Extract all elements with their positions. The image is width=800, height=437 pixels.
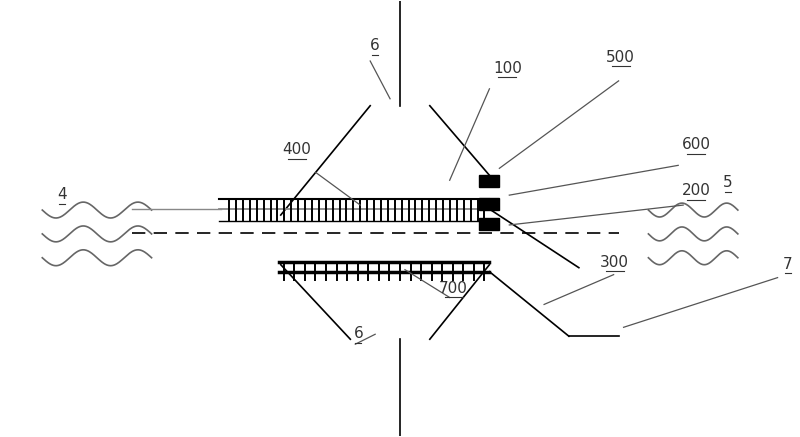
Bar (479, 218, 499, 230)
Text: 200: 200 (682, 183, 710, 198)
Text: 6: 6 (370, 38, 380, 53)
Bar (479, 175, 499, 187)
Text: 300: 300 (600, 255, 629, 270)
Text: 500: 500 (606, 50, 635, 65)
Text: 100: 100 (493, 61, 522, 76)
Text: 6: 6 (354, 326, 363, 341)
Text: 400: 400 (282, 142, 311, 157)
Bar (479, 198, 499, 210)
Text: 4: 4 (58, 187, 67, 202)
Text: 600: 600 (682, 137, 710, 153)
Text: 7: 7 (782, 257, 792, 272)
Text: 5: 5 (723, 175, 733, 190)
Text: 700: 700 (439, 281, 468, 295)
